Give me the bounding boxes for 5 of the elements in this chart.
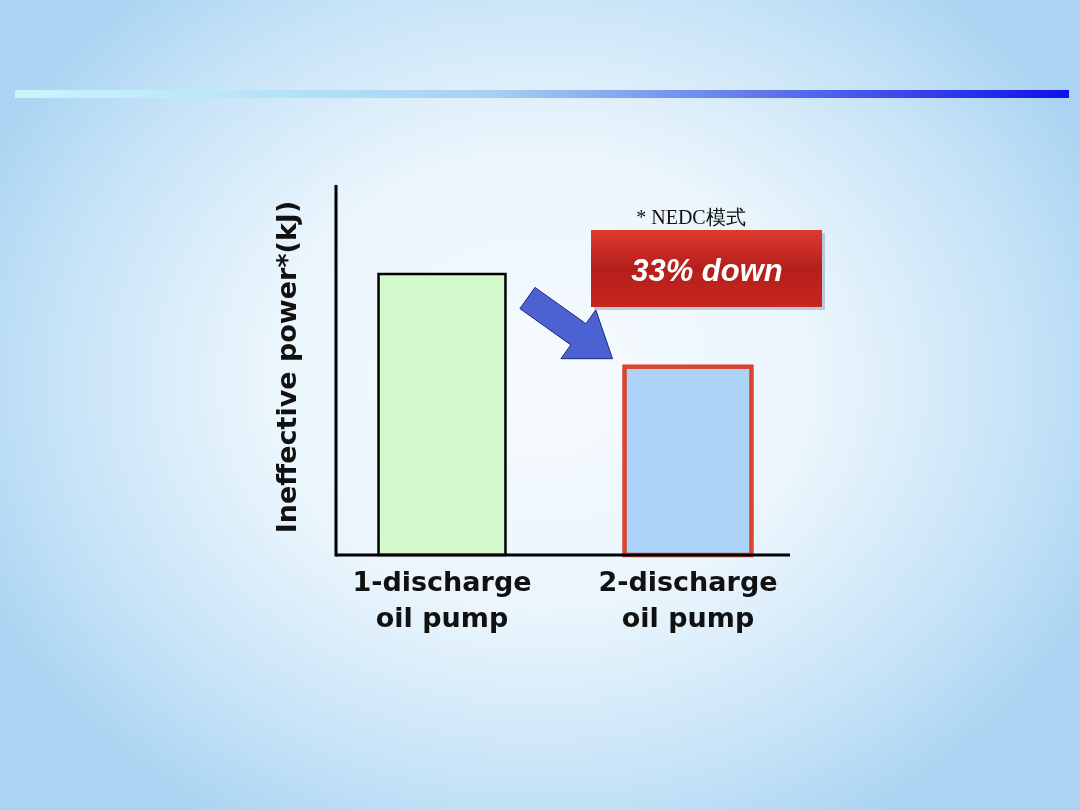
y-axis-title: Ineffective power*(kJ) [271, 200, 302, 534]
x-tick-label: 1-discharge oil pump [352, 566, 532, 633]
x-tick-label: 2-discharge oil pump [598, 566, 778, 633]
text: * NEDC模式 [636, 206, 746, 228]
annotation: 33% down [631, 253, 783, 288]
